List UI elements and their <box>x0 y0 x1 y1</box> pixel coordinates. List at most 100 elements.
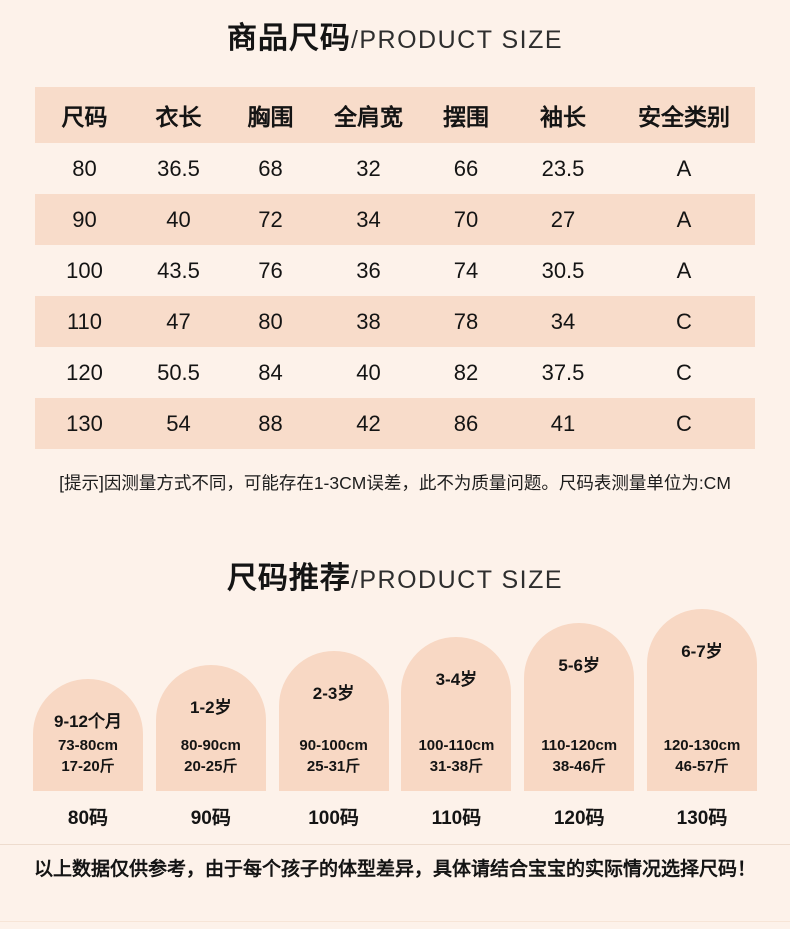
size-card-arch: 1-2岁 80-90cm 20-25斤 <box>155 665 266 791</box>
size-table-cell: 36 <box>356 257 381 283</box>
size-recommendation-title-cn: 尺码推荐 <box>226 562 351 595</box>
size-table-cell: 76 <box>258 257 283 283</box>
size-code-label: 90码 <box>190 808 231 829</box>
weight-range: 20-25斤 <box>184 758 238 775</box>
size-card: 2-3岁 90-100cm 25-31斤 100码 <box>278 651 389 830</box>
size-table-cell: 50.5 <box>157 359 200 385</box>
size-recommendation-cards: 9-12个月 73-80cm 17-20斤 80码 1-2岁 80-90cm 2… <box>33 609 757 830</box>
height-range: 110-120cm <box>541 737 618 754</box>
size-card: 5-6岁 110-120cm 38-46斤 120码 <box>524 623 635 830</box>
size-table-cell: 86 <box>453 410 479 436</box>
footer-note: 以上数据仅供参考，由于每个孩子的体型差异，具体请结合宝宝的实际情况选择尺码！ <box>33 859 756 880</box>
size-card: 1-2岁 80-90cm 20-25斤 90码 <box>155 665 266 830</box>
weight-range: 38-46斤 <box>552 758 606 775</box>
size-table-cell: 27 <box>550 206 576 232</box>
size-table-cell: 47 <box>166 308 191 334</box>
size-code-label: 80码 <box>67 808 109 829</box>
height-range: 90-100cm <box>299 737 368 754</box>
size-table-header-cell: 摆围 <box>443 104 489 130</box>
size-table-row: 130 54 88 42 86 41 C <box>35 398 755 449</box>
size-table-cell: 88 <box>258 410 283 436</box>
size-table-cell: 42 <box>356 410 381 436</box>
size-table-cell: 34 <box>550 308 576 334</box>
size-table-cell: 38 <box>356 308 381 334</box>
size-card-arch: 2-3岁 90-100cm 25-31斤 <box>278 651 389 791</box>
size-table-header-cell: 尺码 <box>61 104 108 130</box>
size-card-arch: 9-12个月 73-80cm 17-20斤 <box>33 679 143 791</box>
size-table-cell: 80 <box>72 155 97 181</box>
age-label: 3-4岁 <box>435 670 478 689</box>
size-table-cell: 78 <box>453 308 479 334</box>
size-table-cell: 130 <box>66 410 103 436</box>
size-table-cell: 82 <box>453 359 479 385</box>
size-table-cell: 40 <box>356 359 381 385</box>
size-table-cell: 66 <box>453 155 479 181</box>
size-table-row: 110 47 80 38 78 34 C <box>35 296 755 347</box>
size-table-cell: 37.5 <box>541 359 585 385</box>
size-table-cell: 90 <box>72 206 97 232</box>
size-table-cell: 74 <box>453 257 479 283</box>
height-range: 100-110cm <box>418 737 495 754</box>
size-code-label: 110码 <box>431 808 482 829</box>
size-table-cell: 72 <box>258 206 283 232</box>
bottom-divider <box>0 921 790 922</box>
size-table-cell: 84 <box>258 359 283 385</box>
product-size-title-cn: 商品尺码 <box>226 22 351 55</box>
size-table-cell: 54 <box>166 410 191 436</box>
size-table-cell: 43.5 <box>157 257 200 283</box>
size-recommendation-title-en: /PRODUCT SIZE <box>350 566 564 594</box>
size-card-arch: 6-7岁 120-130cm 46-57斤 <box>646 609 757 791</box>
size-table-cell: 34 <box>356 206 381 232</box>
size-table-row: 120 50.5 84 40 82 37.5 C <box>35 347 755 398</box>
size-table-header-cell: 袖长 <box>540 104 586 130</box>
age-label: 9-12个月 <box>53 712 123 731</box>
size-table-cell: A <box>676 155 692 181</box>
product-size-title: 商品尺码 /PRODUCT SIZE <box>0 20 790 59</box>
size-code-label: 100码 <box>308 808 359 829</box>
size-table: 尺码 衣长 胸围 全肩宽 摆围 袖长 安全类别 80 36.5 68 32 66… <box>35 87 755 449</box>
size-table-header-cell: 安全类别 <box>638 104 730 130</box>
weight-range: 46-57斤 <box>675 758 729 775</box>
size-table-header-row: 尺码 衣长 胸围 全肩宽 摆围 袖长 安全类别 <box>35 87 755 143</box>
size-card: 9-12个月 73-80cm 17-20斤 80码 <box>33 679 143 830</box>
weight-range: 31-38斤 <box>429 758 484 775</box>
size-code-label: 130码 <box>676 808 728 829</box>
size-table-header-cell: 全肩宽 <box>334 104 403 130</box>
height-range: 120-130cm <box>663 737 741 754</box>
size-table-row: 80 36.5 68 32 66 23.5 A <box>35 143 755 194</box>
size-card: 3-4岁 100-110cm 31-38斤 110码 <box>401 637 512 830</box>
size-table-cell: 70 <box>453 206 479 232</box>
product-size-title-en: /PRODUCT SIZE <box>350 26 564 54</box>
size-table-cell: A <box>676 257 692 283</box>
age-label: 6-7岁 <box>681 642 723 661</box>
size-table-cell: C <box>676 359 692 385</box>
footer-divider <box>0 844 790 845</box>
age-label: 5-6岁 <box>558 656 600 675</box>
size-table-cell: 23.5 <box>541 155 585 181</box>
size-table-cell: 80 <box>258 308 283 334</box>
weight-range: 25-31斤 <box>306 758 361 775</box>
size-code-label: 120码 <box>553 808 605 829</box>
size-table-cell: 32 <box>356 155 381 181</box>
size-table-cell: 68 <box>258 155 283 181</box>
size-table-cell: C <box>676 308 692 334</box>
size-card-arch: 3-4岁 100-110cm 31-38斤 <box>401 637 512 791</box>
size-table-cell: 30.5 <box>541 257 585 283</box>
size-table-cell: C <box>676 410 692 436</box>
measurement-note: [提示]因测量方式不同，可能存在1-3CM误差，此不为质量问题。尺码表测量单位为… <box>59 473 731 493</box>
size-table-row: 90 40 72 34 70 27 A <box>35 194 755 245</box>
size-table-cell: A <box>676 206 692 232</box>
size-table-header-cell: 胸围 <box>247 104 294 130</box>
size-table-cell: 110 <box>66 308 103 334</box>
age-label: 2-3岁 <box>312 684 355 703</box>
height-range: 73-80cm <box>57 737 119 754</box>
size-table-cell: 36.5 <box>157 155 200 181</box>
size-card: 6-7岁 120-130cm 46-57斤 130码 <box>646 609 757 830</box>
size-table-row: 100 43.5 76 36 74 30.5 A <box>35 245 755 296</box>
size-card-arch: 5-6岁 110-120cm 38-46斤 <box>524 623 635 791</box>
weight-range: 17-20斤 <box>61 758 115 775</box>
size-recommendation-title: 尺码推荐 /PRODUCT SIZE <box>0 560 790 599</box>
age-label: 1-2岁 <box>190 698 232 717</box>
height-range: 80-90cm <box>180 737 241 754</box>
